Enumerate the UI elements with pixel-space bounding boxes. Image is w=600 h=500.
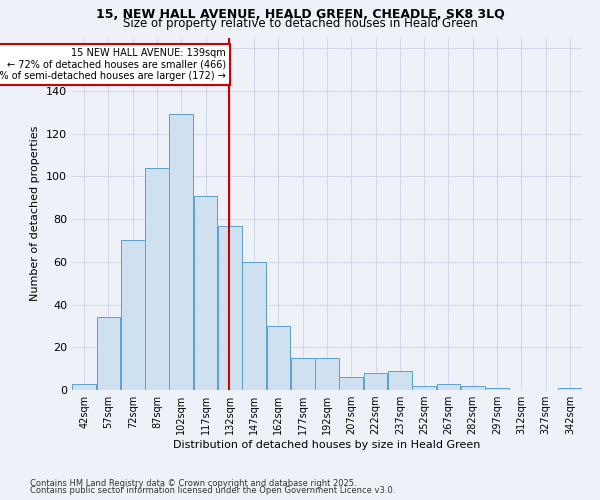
Bar	[461, 386, 485, 390]
Bar	[558, 388, 582, 390]
Bar	[97, 318, 121, 390]
Bar	[364, 373, 388, 390]
Bar	[72, 384, 96, 390]
Bar	[412, 386, 436, 390]
Bar	[340, 377, 363, 390]
Text: 15, NEW HALL AVENUE, HEALD GREEN, CHEADLE, SK8 3LQ: 15, NEW HALL AVENUE, HEALD GREEN, CHEADL…	[95, 8, 505, 20]
Text: Size of property relative to detached houses in Heald Green: Size of property relative to detached ho…	[122, 18, 478, 30]
Bar	[169, 114, 193, 390]
Bar	[388, 371, 412, 390]
Bar	[437, 384, 460, 390]
Text: 15 NEW HALL AVENUE: 139sqm
← 72% of detached houses are smaller (466)
27% of sem: 15 NEW HALL AVENUE: 139sqm ← 72% of deta…	[0, 48, 226, 82]
Bar	[194, 196, 217, 390]
Bar	[121, 240, 145, 390]
Bar	[485, 388, 509, 390]
Y-axis label: Number of detached properties: Number of detached properties	[31, 126, 40, 302]
Bar	[218, 226, 242, 390]
Bar	[291, 358, 314, 390]
Bar	[242, 262, 266, 390]
Bar	[145, 168, 169, 390]
Bar	[266, 326, 290, 390]
Text: Contains HM Land Registry data © Crown copyright and database right 2025.: Contains HM Land Registry data © Crown c…	[30, 478, 356, 488]
Text: Contains public sector information licensed under the Open Government Licence v3: Contains public sector information licen…	[30, 486, 395, 495]
Bar	[315, 358, 339, 390]
X-axis label: Distribution of detached houses by size in Heald Green: Distribution of detached houses by size …	[173, 440, 481, 450]
